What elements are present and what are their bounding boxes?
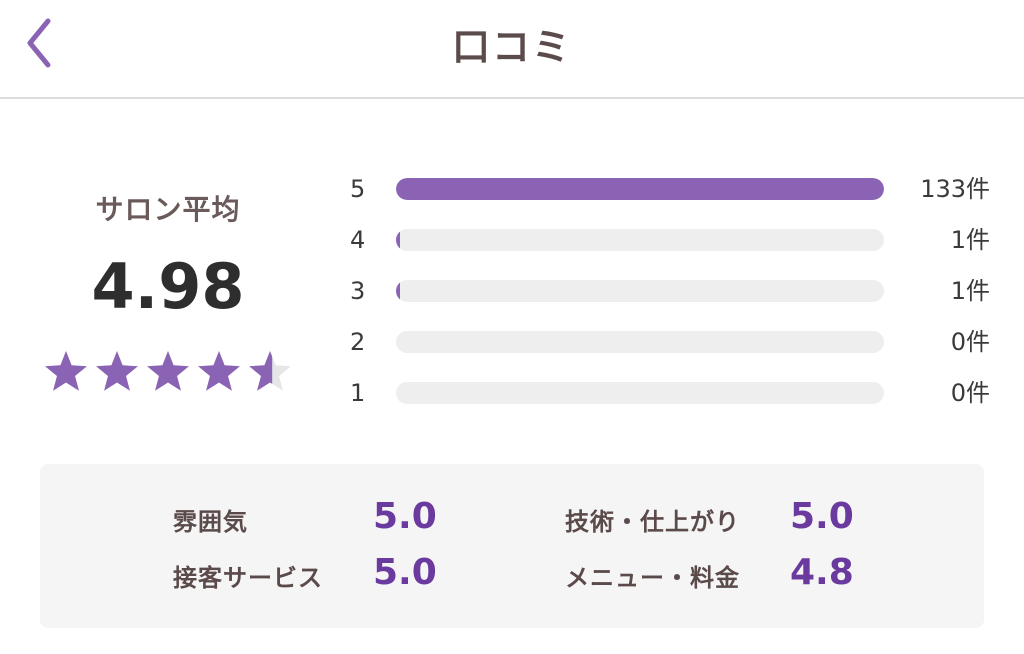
distribution-bar-fill (396, 229, 400, 251)
star-icon (147, 351, 189, 391)
distribution-row-4: 4 1件 (350, 220, 990, 260)
distribution-stars-label: 2 (350, 328, 366, 356)
star-icon (198, 351, 240, 391)
star-icon (249, 351, 291, 391)
distribution-bar-track (396, 280, 884, 302)
distribution-bar-track (396, 382, 884, 404)
back-button[interactable] (18, 14, 64, 72)
star-icon (96, 351, 138, 391)
distribution-count: 0件 (950, 328, 990, 356)
distribution-bar-track (396, 331, 884, 353)
distribution-row-1: 1 0件 (350, 373, 990, 413)
distribution-bar-fill (396, 280, 400, 302)
distribution-stars-label: 4 (350, 226, 366, 254)
distribution-count: 1件 (950, 226, 990, 254)
distribution-bar-track (396, 229, 884, 251)
average-label: サロン平均 (95, 193, 241, 226)
category-label-menu-price: メニュー・料金 (565, 564, 740, 592)
category-label-atmosphere: 雰囲気 (173, 508, 248, 536)
distribution-bar-track (396, 178, 884, 200)
distribution-row-3: 3 1件 (350, 271, 990, 311)
category-value-service: 5.0 (373, 552, 437, 593)
category-value-menu-price: 4.8 (790, 552, 854, 593)
distribution-row-5: 5 133件 (350, 169, 990, 209)
chevron-left-icon (27, 18, 51, 68)
distribution-stars-label: 1 (350, 379, 366, 407)
distribution-count: 0件 (950, 379, 990, 407)
category-value-technique: 5.0 (790, 496, 854, 537)
distribution-row-2: 2 0件 (350, 322, 990, 362)
distribution-count: 133件 (920, 175, 990, 203)
distribution-count: 1件 (950, 277, 990, 305)
average-rating-value: 4.98 (91, 250, 245, 323)
distribution-bar-fill (396, 178, 884, 200)
average-star-rating (44, 350, 294, 396)
distribution-stars-label: 3 (350, 277, 366, 305)
category-label-service: 接客サービス (173, 564, 323, 592)
distribution-stars-label: 5 (350, 175, 366, 203)
header-bar: 口コミ (0, 0, 1024, 99)
category-value-atmosphere: 5.0 (373, 496, 437, 537)
page-title: 口コミ (451, 25, 572, 69)
star-icon (45, 351, 87, 391)
category-label-technique: 技術・仕上がり (565, 508, 740, 536)
category-ratings-panel: 雰囲気 5.0 技術・仕上がり 5.0 接客サービス 5.0 メニュー・料金 4… (40, 464, 984, 628)
